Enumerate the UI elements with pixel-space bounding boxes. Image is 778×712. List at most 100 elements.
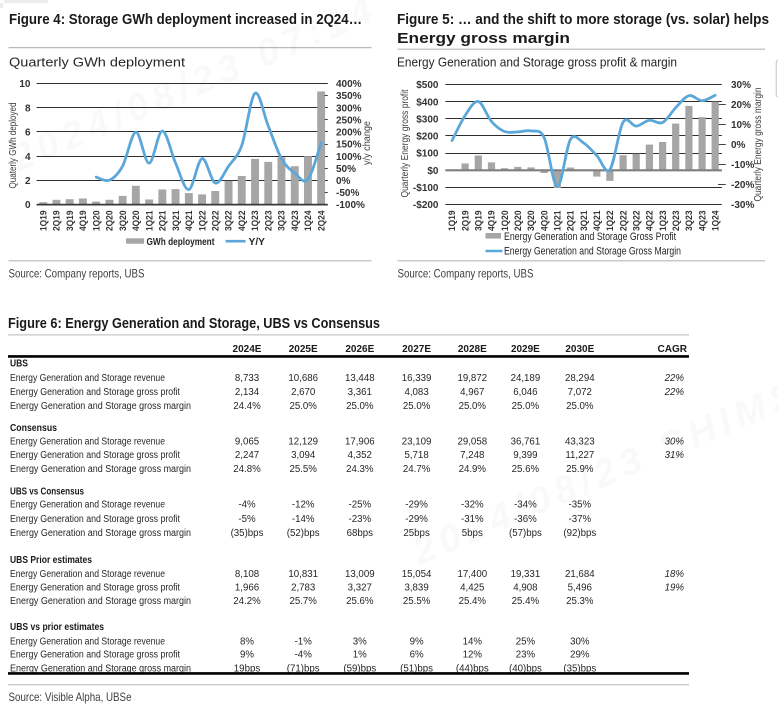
svg-text:-25%: -25% xyxy=(348,500,371,511)
svg-text:UBS vs prior estimates: UBS vs prior estimates xyxy=(10,622,104,633)
svg-text:3Q23: 3Q23 xyxy=(277,211,287,232)
svg-text:-31%: -31% xyxy=(461,514,484,525)
svg-text:200%: 200% xyxy=(336,128,362,139)
svg-text:$100: $100 xyxy=(416,149,439,160)
svg-text:4Q19: 4Q19 xyxy=(487,211,497,232)
svg-text:Source: Visible Alpha, UBSe: Source: Visible Alpha, UBSe xyxy=(9,690,132,704)
svg-text:21,684: 21,684 xyxy=(565,569,595,580)
svg-text:23,109: 23,109 xyxy=(402,436,432,447)
svg-text:(40)bps: (40)bps xyxy=(509,663,542,674)
svg-text:-4%: -4% xyxy=(238,500,256,511)
svg-text:1Q19: 1Q19 xyxy=(38,211,48,232)
svg-text:Energy Generation and Storage: Energy Generation and Storage Gross Prof… xyxy=(504,231,676,243)
svg-text:-29%: -29% xyxy=(405,514,428,525)
svg-text:2,134: 2,134 xyxy=(235,387,260,398)
svg-text:24.2%: 24.2% xyxy=(233,596,261,607)
svg-text:Figure 4: Storage GWh deployme: Figure 4: Storage GWh deployment increas… xyxy=(9,12,362,28)
svg-text:1Q24: 1Q24 xyxy=(303,210,313,231)
svg-text:3Q19: 3Q19 xyxy=(65,211,75,232)
svg-text:-30%: -30% xyxy=(731,200,754,211)
svg-text:2Q21: 2Q21 xyxy=(158,211,168,232)
svg-text:1Q19: 1Q19 xyxy=(447,211,457,232)
svg-text:3Q21: 3Q21 xyxy=(171,211,181,232)
svg-text:24.8%: 24.8% xyxy=(233,464,261,475)
svg-text:$0: $0 xyxy=(427,166,439,177)
svg-text:22%: 22% xyxy=(664,373,685,384)
svg-text:24,189: 24,189 xyxy=(511,373,541,384)
svg-text:2024E: 2024E xyxy=(233,344,262,355)
svg-text:24.3%: 24.3% xyxy=(346,464,374,475)
svg-text:(51)bps: (51)bps xyxy=(400,663,433,674)
svg-text:4Q22: 4Q22 xyxy=(645,211,655,232)
svg-text:-50%: -50% xyxy=(336,188,359,199)
svg-text:2Q19: 2Q19 xyxy=(460,211,470,232)
svg-text:$400: $400 xyxy=(416,97,439,108)
svg-text:4Q23: 4Q23 xyxy=(697,211,707,232)
svg-text:31%: 31% xyxy=(665,450,685,461)
svg-text:3Q20: 3Q20 xyxy=(118,211,128,232)
svg-text:2Q23: 2Q23 xyxy=(263,211,273,232)
svg-text:19,872: 19,872 xyxy=(457,373,487,384)
svg-text:2030E: 2030E xyxy=(565,344,594,355)
svg-text:$500: $500 xyxy=(416,80,439,91)
svg-text:3Q20: 3Q20 xyxy=(526,211,536,232)
svg-text:-1%: -1% xyxy=(295,636,313,647)
svg-text:3%: 3% xyxy=(353,636,367,647)
svg-text:2Q22: 2Q22 xyxy=(211,211,221,232)
svg-text:Energy Generation and Storage: Energy Generation and Storage gross prof… xyxy=(10,583,180,594)
svg-text:6%: 6% xyxy=(410,650,424,661)
svg-text:Quarterly Energy gross margin: Quarterly Energy gross margin xyxy=(752,87,764,201)
svg-text:Source: Company reports, UBS: Source: Company reports, UBS xyxy=(398,267,534,281)
svg-text:4Q20: 4Q20 xyxy=(539,211,549,232)
svg-text:25.6%: 25.6% xyxy=(512,464,540,475)
svg-text:8%: 8% xyxy=(240,636,254,647)
svg-text:Energy Generation and Storage: Energy Generation and Storage gross prof… xyxy=(10,650,180,661)
svg-text:(92)bps: (92)bps xyxy=(563,528,596,539)
svg-text:25.5%: 25.5% xyxy=(289,464,317,475)
svg-text:(57)bps: (57)bps xyxy=(509,528,542,539)
svg-text:6,046: 6,046 xyxy=(513,387,537,398)
svg-text:(35)bps: (35)bps xyxy=(563,663,596,674)
svg-text:4,425: 4,425 xyxy=(460,583,484,594)
svg-text:50%: 50% xyxy=(336,164,356,175)
svg-text:10,831: 10,831 xyxy=(288,569,318,580)
svg-text:5,718: 5,718 xyxy=(404,450,428,461)
svg-text:25.6%: 25.6% xyxy=(346,596,374,607)
svg-text:4,908: 4,908 xyxy=(513,583,537,594)
svg-text:2Q20: 2Q20 xyxy=(105,211,115,232)
svg-text:25.3%: 25.3% xyxy=(566,596,594,607)
svg-text:20%: 20% xyxy=(731,100,751,111)
svg-text:28,294: 28,294 xyxy=(565,373,595,384)
svg-text:3Q19: 3Q19 xyxy=(474,211,484,232)
svg-text:9,065: 9,065 xyxy=(235,436,259,447)
svg-text:1Q23: 1Q23 xyxy=(250,211,260,232)
svg-text:3Q21: 3Q21 xyxy=(579,211,589,232)
svg-text:9%: 9% xyxy=(240,650,254,661)
svg-text:23%: 23% xyxy=(516,650,536,661)
svg-text:0: 0 xyxy=(25,200,31,211)
svg-text:Energy Generation and Storage: Energy Generation and Storage revenue xyxy=(10,636,165,647)
svg-text:4Q19: 4Q19 xyxy=(78,211,88,232)
svg-text:Energy Generation and Storage: Energy Generation and Storage revenue xyxy=(10,569,165,580)
svg-text:Energy Generation and Storage: Energy Generation and Storage gross marg… xyxy=(10,401,191,412)
svg-text:Energy Generation and Storage: Energy Generation and Storage gross prof… xyxy=(10,387,180,398)
svg-text:10: 10 xyxy=(19,79,31,90)
svg-text:-34%: -34% xyxy=(514,500,537,511)
svg-text:2Q23: 2Q23 xyxy=(671,211,681,232)
svg-text:1Q22: 1Q22 xyxy=(197,211,207,232)
svg-text:GWh deployment: GWh deployment xyxy=(147,236,215,248)
svg-text:(71)bps: (71)bps xyxy=(287,663,320,674)
svg-text:-100%: -100% xyxy=(336,200,365,211)
svg-text:1Q20: 1Q20 xyxy=(500,211,510,232)
svg-text:y/y change: y/y change xyxy=(361,121,373,165)
svg-text:36,761: 36,761 xyxy=(511,436,541,447)
svg-text:24.4%: 24.4% xyxy=(233,401,261,412)
svg-text:3Q22: 3Q22 xyxy=(631,211,641,232)
svg-text:25.7%: 25.7% xyxy=(289,596,317,607)
svg-text:Energy Generation and Storage: Energy Generation and Storage gross prof… xyxy=(397,56,677,70)
svg-text:Source: Company reports, UBS: Source: Company reports, UBS xyxy=(9,267,145,281)
svg-text:30%: 30% xyxy=(665,436,685,447)
svg-text:29%: 29% xyxy=(570,650,590,661)
svg-text:(44)bps: (44)bps xyxy=(456,663,489,674)
svg-text:-29%: -29% xyxy=(405,500,428,511)
